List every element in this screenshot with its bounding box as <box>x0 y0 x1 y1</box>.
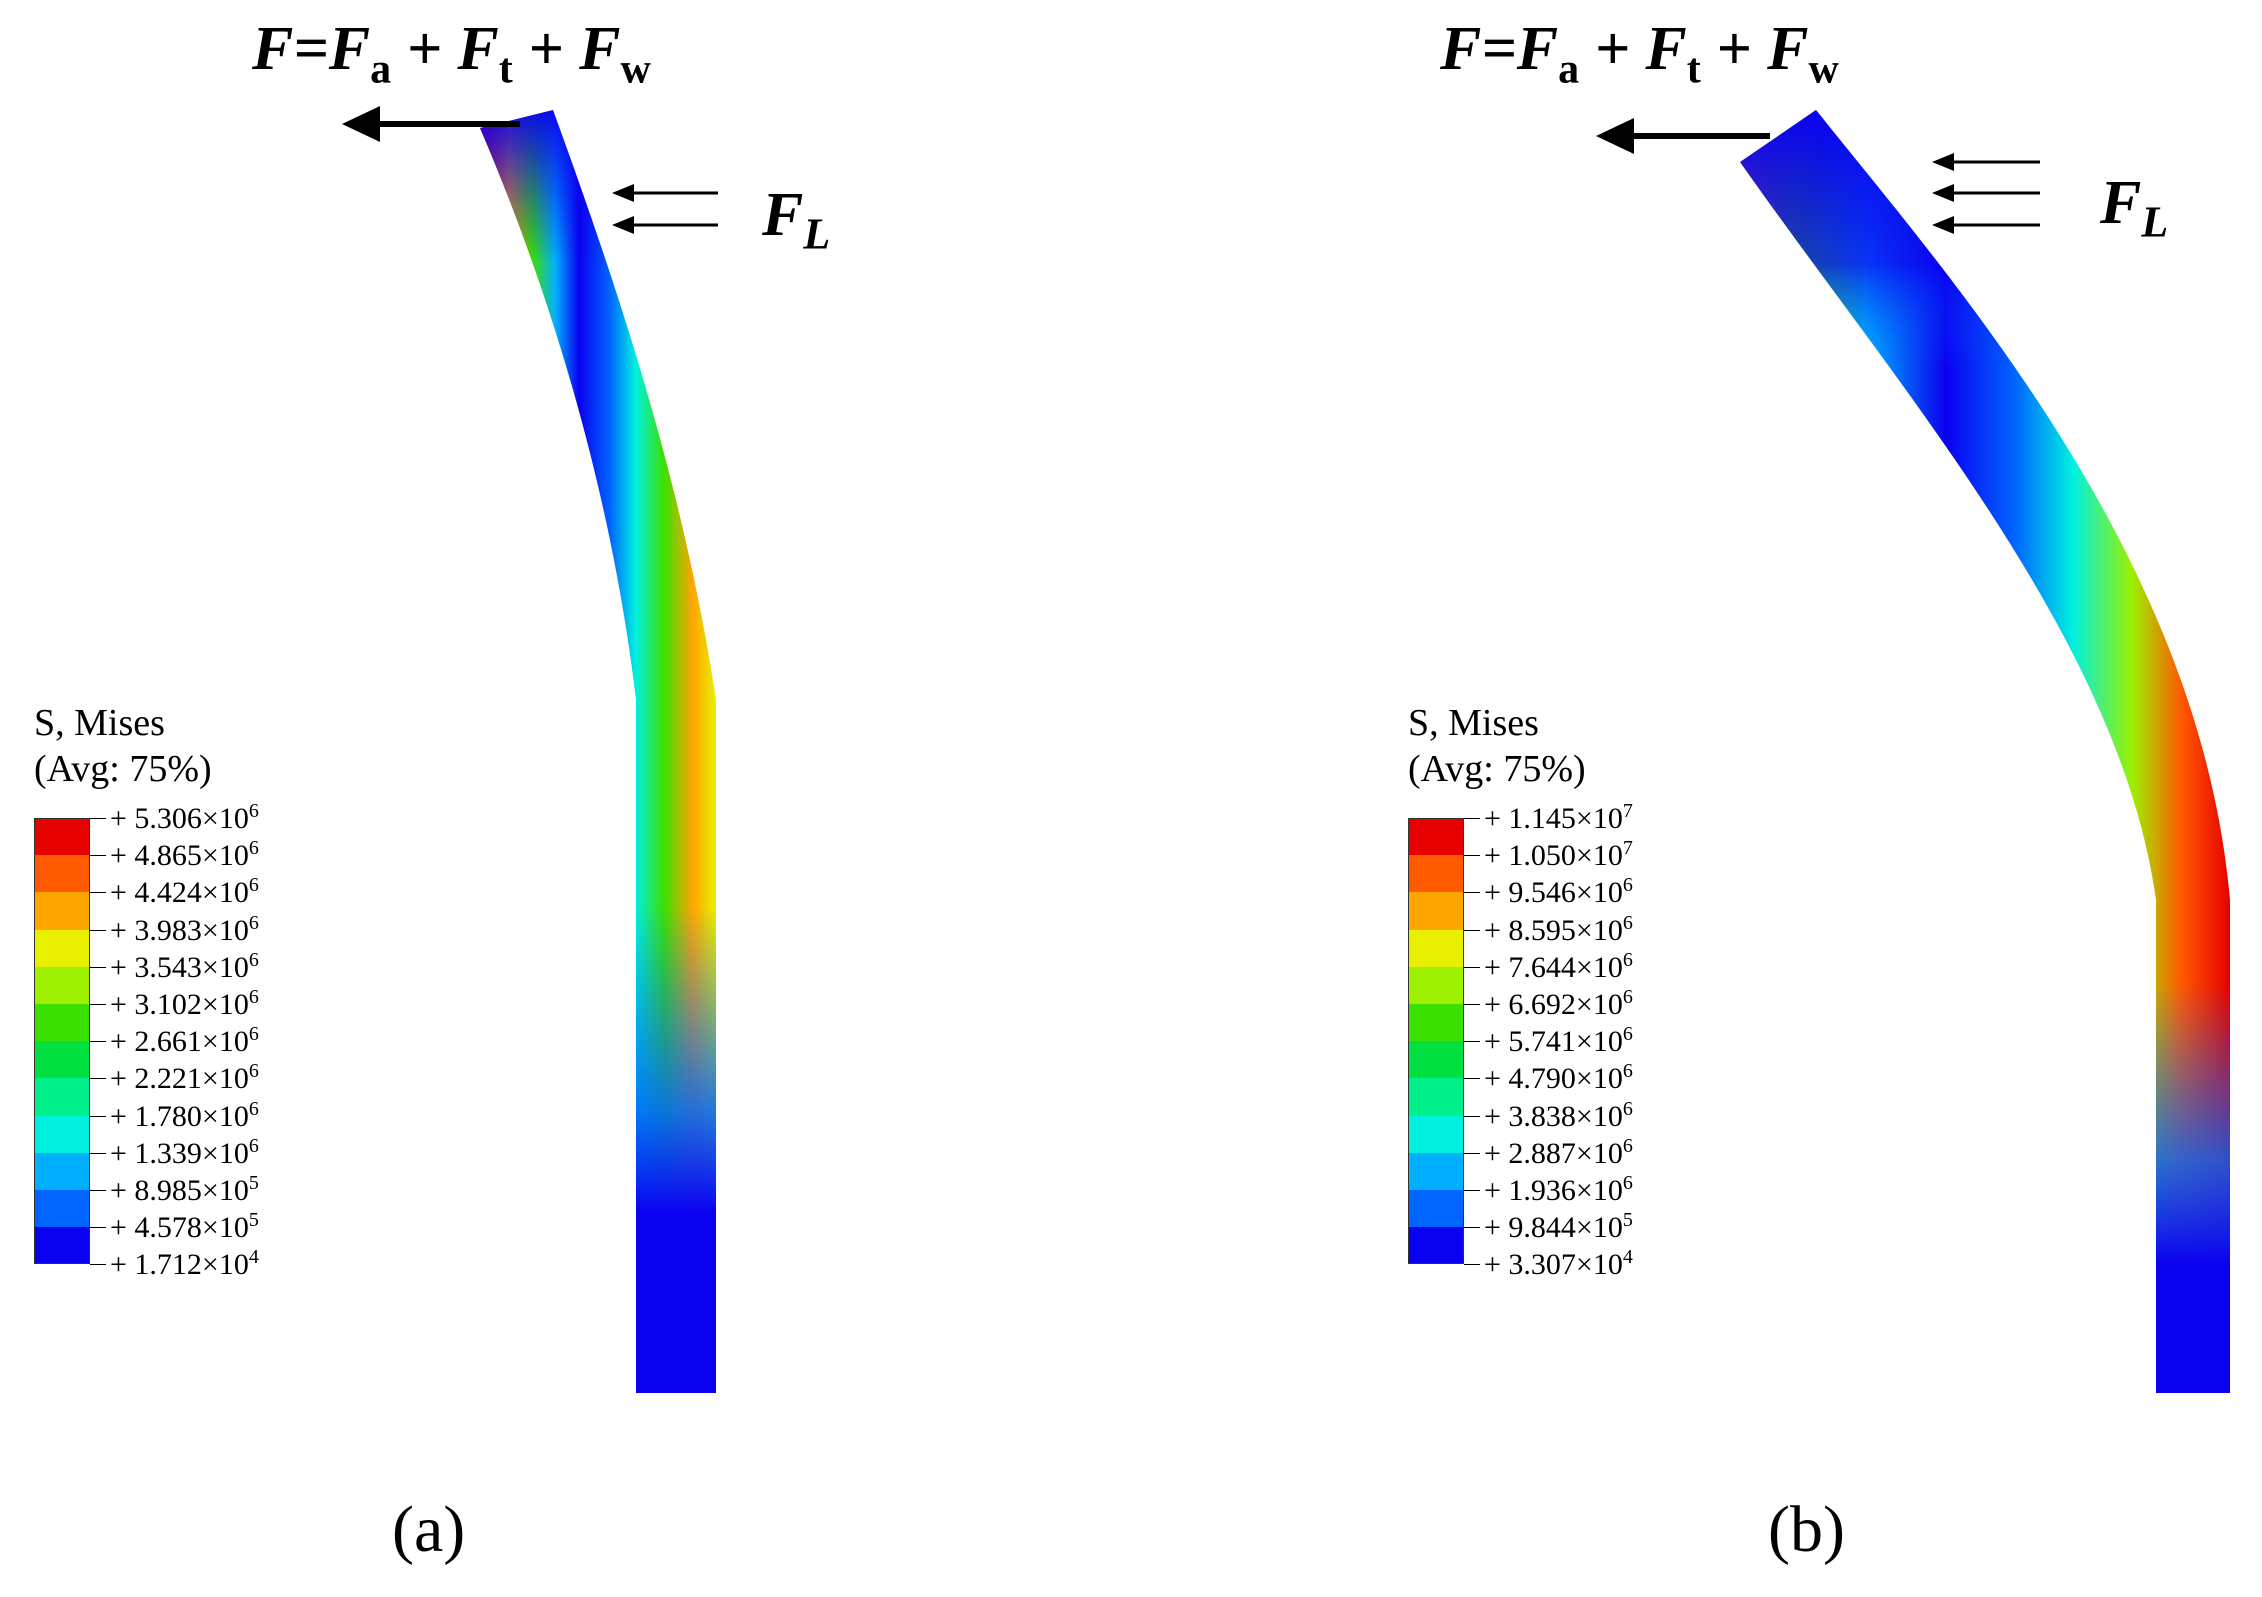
caption-b: (b) <box>1768 1493 1845 1566</box>
legend-value: + 3.307×104 <box>1484 1246 1633 1282</box>
legend-value: + 1.936×106 <box>1484 1172 1633 1207</box>
legend-tick <box>90 1152 106 1154</box>
lateral-force-arrows-b <box>1932 153 2040 234</box>
legend-value: + 5.741×106 <box>1484 1023 1633 1059</box>
legend-color-box <box>34 1227 90 1265</box>
legend-value: + 4.424×106 <box>110 874 259 910</box>
legend-tick <box>1464 1004 1480 1005</box>
legend-tick <box>1464 1264 1480 1266</box>
legend-subtitle: (Avg: 75%) <box>1408 748 1586 790</box>
legend-tick <box>1464 1115 1480 1117</box>
legend-tick <box>90 818 106 819</box>
legend-tick <box>1464 1078 1480 1080</box>
legend-tick <box>90 966 106 968</box>
legend-color-box <box>1408 1190 1464 1228</box>
legend-value: + 9.546×106 <box>1484 874 1633 910</box>
legend-color-box <box>1408 1152 1464 1190</box>
lateral-force-arrows-a <box>612 184 718 234</box>
legend-value: + 3.838×106 <box>1484 1097 1633 1133</box>
legend-value: + 3.102×106 <box>110 986 259 1021</box>
legend-tick <box>90 1004 106 1005</box>
legend-tick <box>90 1264 106 1266</box>
legend-tick <box>1464 1041 1480 1043</box>
legend-outline <box>34 818 90 1265</box>
legend-tick <box>90 855 106 857</box>
legend-value: + 1.145×107 <box>1484 800 1633 835</box>
legend-color-box <box>1408 1227 1464 1265</box>
legend-value: + 8.595×106 <box>1484 911 1633 947</box>
legend-value: + 4.578×105 <box>110 1209 259 1245</box>
legend-color-box <box>34 1152 90 1190</box>
legend-tick <box>90 1190 106 1191</box>
legend-color-box <box>1408 892 1464 930</box>
legend-tick <box>1464 892 1480 894</box>
legend-color-box <box>1408 818 1464 856</box>
legend-tick <box>90 929 106 931</box>
legend-a: S, Mises (Avg: 75%) + 5.306×106 + 4.865×1… <box>34 700 434 1282</box>
legend-value: + 7.644×106 <box>1484 948 1633 984</box>
legend-color-box <box>34 1115 90 1153</box>
legend-tick <box>90 1041 106 1043</box>
legend-color-box <box>34 855 90 893</box>
force-equation-b: F=Fa + Ft + Fw <box>1440 15 1839 93</box>
lateral-force-label-b: FL <box>2100 169 2169 247</box>
legend-color-box <box>34 1190 90 1228</box>
legend-value: + 3.983×106 <box>110 911 259 947</box>
legend-tick <box>1464 1152 1480 1154</box>
legend-color-box <box>34 1004 90 1042</box>
force-arrow-b <box>1596 118 1770 154</box>
legend-tick <box>90 892 106 894</box>
caption-a: (a) <box>392 1493 466 1566</box>
legend-outline <box>1408 818 1464 1265</box>
legend-value: + 3.543×106 <box>110 948 259 984</box>
legend-value: + 2.887×106 <box>1484 1134 1633 1170</box>
legend-color-box <box>34 892 90 930</box>
legend-color-box <box>34 1041 90 1079</box>
lateral-force-label-a: FL <box>762 181 831 259</box>
legend-value: + 2.221×106 <box>110 1060 259 1096</box>
legend-color-box <box>1408 1041 1464 1079</box>
legend-tick <box>1464 1190 1480 1191</box>
force-arrow-a <box>342 106 520 142</box>
legend-color-box <box>34 818 90 856</box>
legend-tick <box>1464 818 1480 819</box>
legend-tick <box>90 1078 106 1080</box>
legend-color-box <box>1408 966 1464 1004</box>
legend-tick <box>1464 966 1480 968</box>
legend-subtitle: (Avg: 75%) <box>34 748 212 790</box>
legend-tick <box>90 1115 106 1117</box>
legend-value: + 5.306×106 <box>110 800 259 835</box>
legend-color-box <box>34 1078 90 1116</box>
force-equation-a: F=Fa + Ft + Fw <box>252 15 651 93</box>
legend-tick <box>1464 929 1480 931</box>
beam-a <box>480 110 716 1393</box>
legend-value: + 9.844×105 <box>1484 1209 1633 1245</box>
legend-tick <box>90 1227 106 1229</box>
legend-value: + 2.661×106 <box>110 1023 259 1059</box>
legend-value: + 4.865×106 <box>110 837 259 873</box>
legend-color-box <box>34 966 90 1004</box>
legend-value: + 6.692×106 <box>1484 986 1633 1021</box>
legend-value: + 1.050×107 <box>1484 837 1633 873</box>
legend-title: S, Mises <box>1408 702 1539 744</box>
legend-value: + 4.790×106 <box>1484 1060 1633 1096</box>
legend-color-box <box>1408 1004 1464 1042</box>
legend-value: + 1.339×106 <box>110 1134 259 1170</box>
legend-b: S, Mises (Avg: 75%) + 1.145×107 + 1.050×1… <box>1408 700 1808 1282</box>
legend-color-box <box>1408 855 1464 893</box>
legend-value: + 1.780×106 <box>110 1097 259 1133</box>
legend-color-box <box>1408 1078 1464 1116</box>
legend-color-box <box>34 929 90 967</box>
legend-color-box <box>1408 1115 1464 1153</box>
beam-b <box>1740 110 2230 1393</box>
legend-tick <box>1464 1227 1480 1229</box>
legend-color-box <box>1408 929 1464 967</box>
legend-value: + 1.712×104 <box>110 1246 259 1282</box>
legend-value: + 8.985×105 <box>110 1172 259 1207</box>
legend-tick <box>1464 855 1480 857</box>
legend-title: S, Mises <box>34 702 165 744</box>
